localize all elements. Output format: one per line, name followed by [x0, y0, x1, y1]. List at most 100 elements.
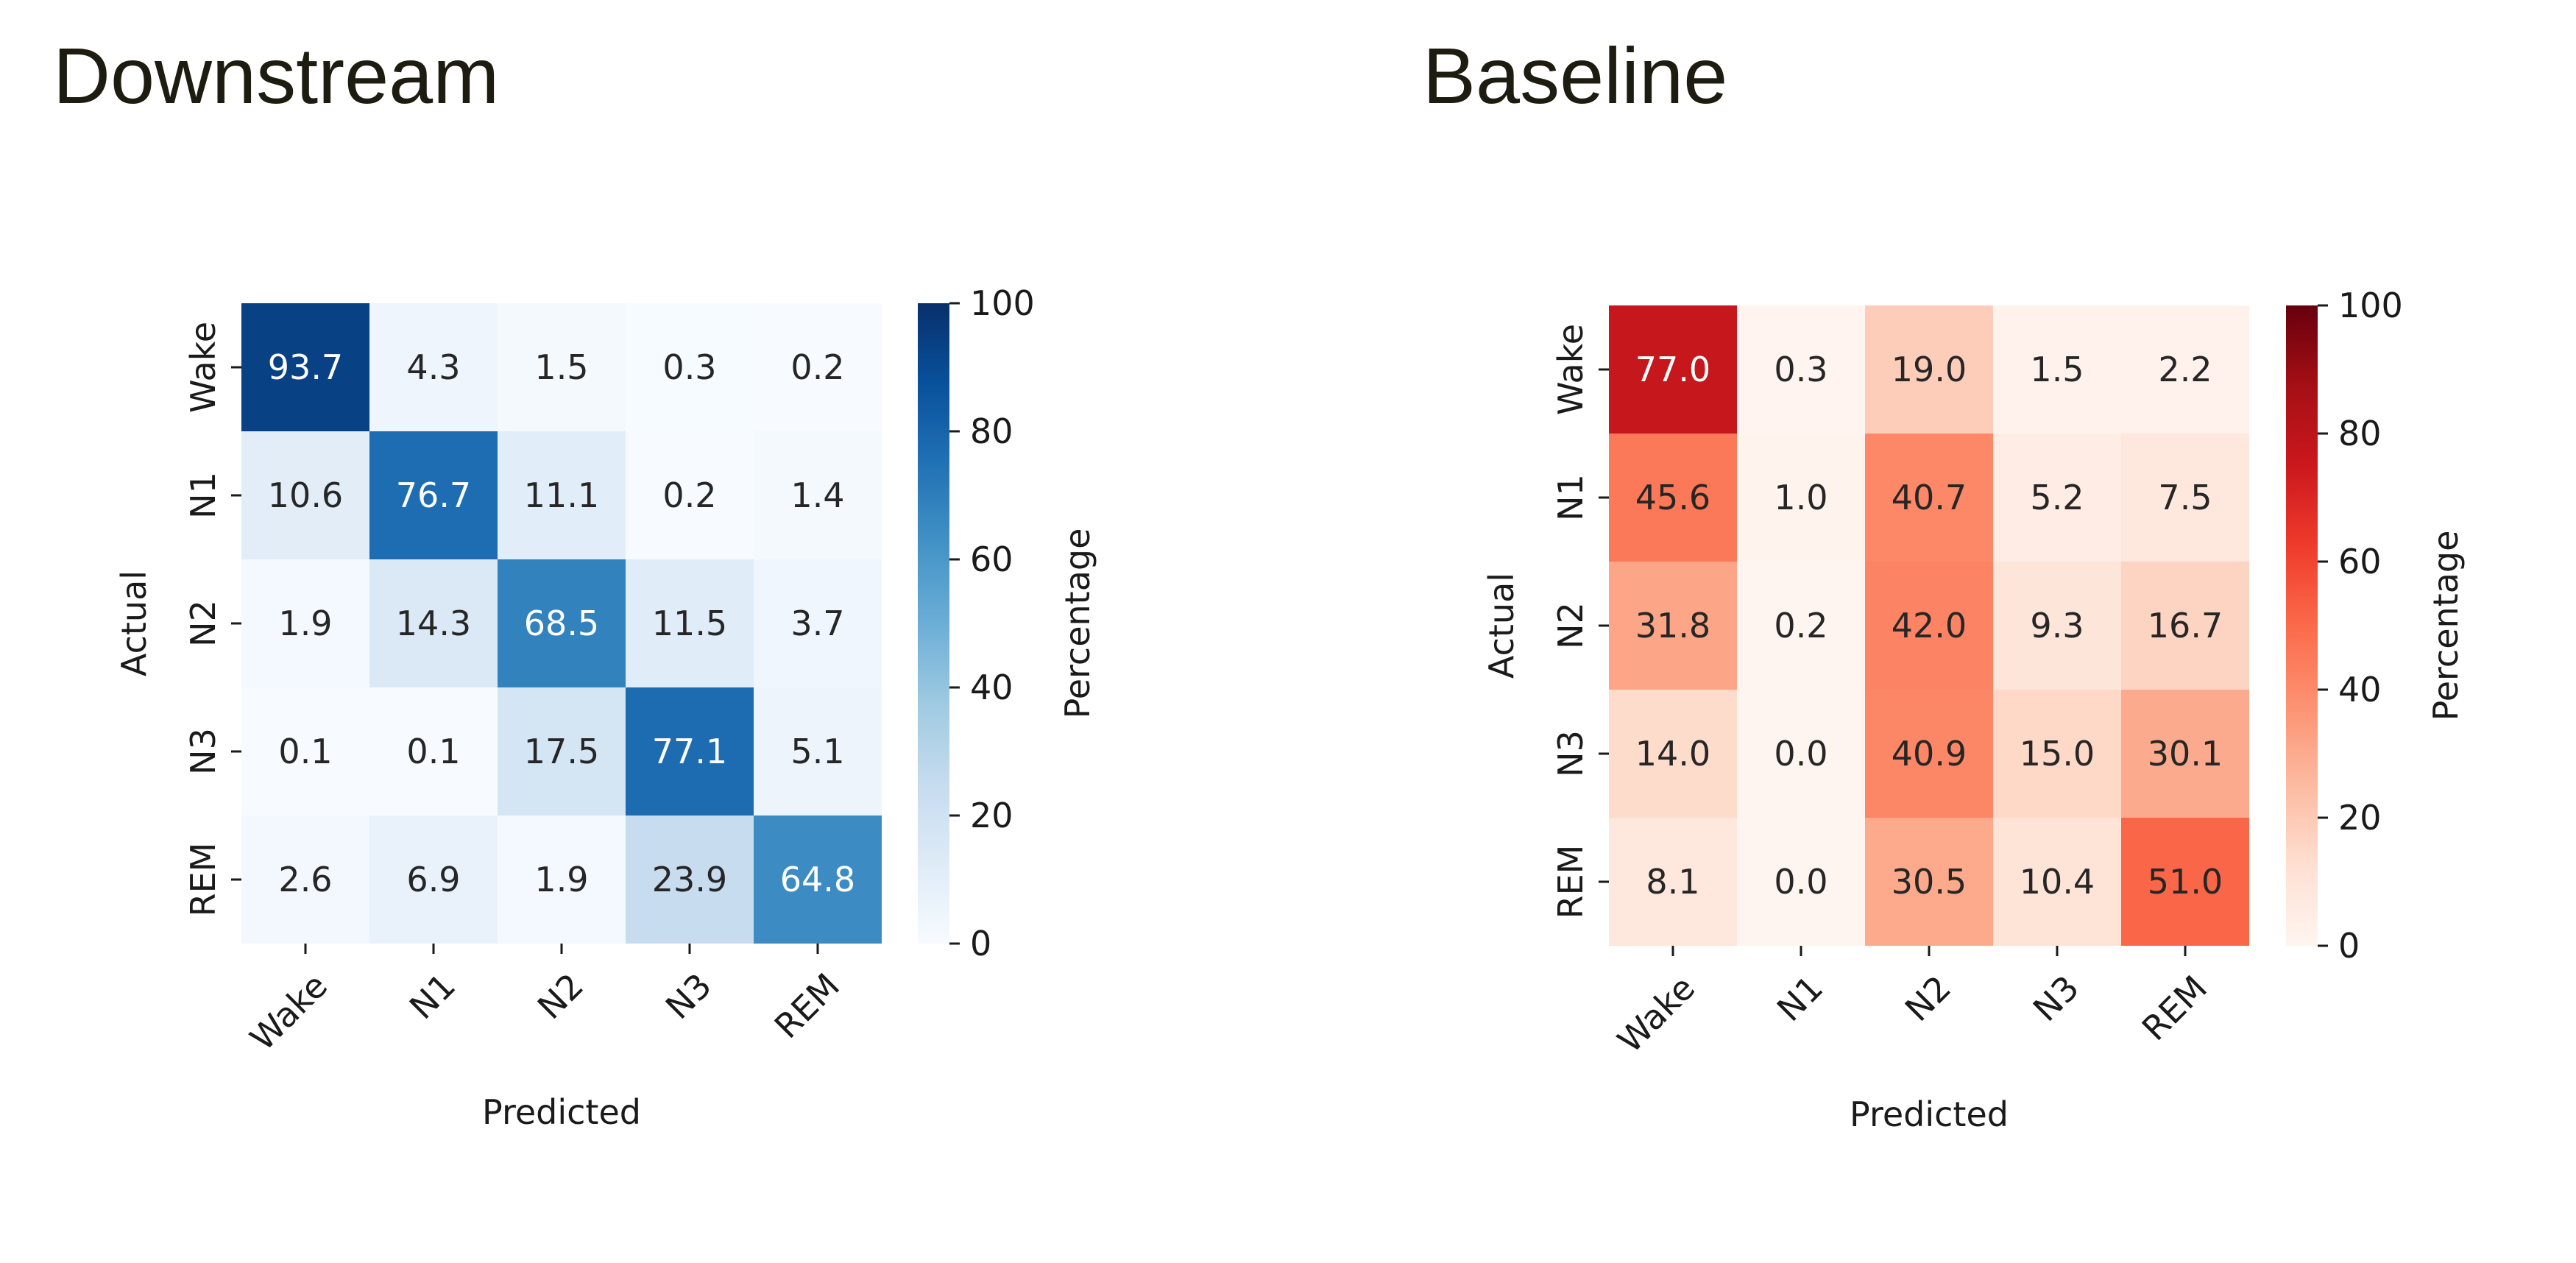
colorbar-tick-label: 60: [970, 539, 1013, 579]
heatmap-cell: [1865, 690, 1993, 818]
cell-value-label: 11.5: [652, 604, 727, 643]
heatmap-cell: [498, 431, 626, 559]
heatmap-cell: [1609, 562, 1737, 690]
cell-value-label: 1.9: [534, 860, 588, 899]
heatmap-cell: [369, 559, 498, 687]
heatmap-cell: [1993, 562, 2121, 690]
cell-value-label: 30.1: [2148, 734, 2223, 774]
cell-value-label: 31.8: [1635, 606, 1710, 645]
heatmap-cell: [1993, 305, 2121, 434]
x-tick-label: N1: [402, 966, 463, 1027]
heatmap-cell: [1609, 690, 1737, 818]
heatmap-cell: [1737, 434, 1865, 562]
heatmap-cell: [626, 816, 754, 944]
x-tick-label: REM: [767, 966, 847, 1046]
cell-value-label: 17.5: [524, 732, 599, 771]
heatmap-cell: [2121, 562, 2249, 690]
heatmap-cell: [1737, 562, 1865, 690]
y-tick-label: N2: [183, 600, 223, 647]
cell-value-label: 0.0: [1774, 734, 1827, 774]
heatmap-cell: [498, 559, 626, 687]
colorbar-tick-label: 40: [2338, 670, 2382, 710]
cell-value-label: 0.3: [662, 347, 716, 387]
cell-value-label: 0.1: [406, 732, 460, 771]
heatmap-cell: [1993, 818, 2121, 946]
y-axis-label: Actual: [1482, 573, 1521, 679]
x-axis-label: Predicted: [1850, 1094, 2009, 1134]
cell-value-label: 0.2: [662, 475, 716, 515]
heatmap-cell: [2121, 434, 2249, 562]
cell-value-label: 7.5: [2158, 478, 2212, 517]
cell-value-label: 2.6: [278, 860, 332, 899]
cell-value-label: 77.0: [1635, 350, 1710, 389]
y-tick-label: N1: [183, 472, 223, 519]
heatmap-cell: [1865, 818, 1993, 946]
x-tick-label: N2: [1897, 968, 1958, 1029]
cell-value-label: 15.0: [2020, 734, 2095, 774]
heatmap-cell: [1993, 434, 2121, 562]
cell-value-label: 10.6: [268, 475, 343, 515]
cell-value-label: 77.1: [652, 732, 727, 771]
heatmap-cell: [626, 303, 754, 431]
heatmap-cell: [241, 431, 369, 559]
cell-value-label: 1.9: [278, 604, 332, 643]
cell-value-label: 64.8: [780, 860, 855, 899]
heatmap-cell: [1993, 690, 2121, 818]
heatmap-cell: [754, 816, 882, 944]
heatmap-cell: [2121, 818, 2249, 946]
cell-value-label: 19.0: [1892, 350, 1967, 389]
colorbar-tick-label: 80: [970, 411, 1013, 451]
cell-value-label: 0.2: [1774, 606, 1827, 645]
cell-value-label: 40.7: [1892, 478, 1967, 517]
cell-value-label: 11.1: [524, 475, 599, 515]
cell-value-label: 5.1: [790, 732, 844, 771]
colorbar: [2286, 305, 2318, 946]
cell-value-label: 2.2: [2158, 350, 2212, 389]
y-axis-label: Actual: [114, 570, 154, 676]
heatmap-cell: [241, 559, 369, 687]
heatmap-cell: [626, 431, 754, 559]
heatmap-cell: [1865, 305, 1993, 434]
downstream-heatmap: 93.7 4.3 1.5 0.3 0.2 10.6 76.7 11.1 0.2 1.4 1.9 14.…: [114, 283, 1097, 1132]
colorbar-tick-label: 20: [2338, 798, 2382, 838]
y-tick-label: N1: [1551, 474, 1590, 521]
cell-value-label: 14.3: [396, 604, 471, 643]
x-tick-label: N3: [658, 966, 719, 1027]
x-axis-label: Predicted: [482, 1092, 641, 1132]
cell-value-label: 1.0: [1774, 478, 1827, 517]
cell-value-label: 0.2: [790, 347, 844, 387]
cell-value-label: 0.3: [1774, 350, 1827, 389]
colorbar-tick-label: 40: [970, 668, 1013, 707]
heatmap-cell: [1737, 690, 1865, 818]
heatmap-cell: [241, 303, 369, 431]
heatmap-cell: [754, 559, 882, 687]
cell-value-label: 45.6: [1635, 478, 1710, 517]
heatmap-cell: [241, 816, 369, 944]
cell-value-label: 40.9: [1892, 734, 1967, 774]
heatmap-cell: [369, 431, 498, 559]
cell-value-label: 23.9: [652, 860, 727, 899]
cell-value-label: 1.5: [534, 347, 588, 387]
y-tick-label: N3: [1551, 730, 1590, 777]
x-tick-label: Wake: [242, 966, 335, 1058]
heatmap-cell: [1609, 305, 1737, 434]
heatmap-cell: [2121, 690, 2249, 818]
cell-value-label: 1.4: [790, 475, 844, 515]
colorbar: [918, 303, 949, 944]
cell-value-label: 93.7: [268, 347, 343, 387]
heatmap-cell: [1865, 434, 1993, 562]
cell-value-label: 5.2: [2030, 478, 2084, 517]
cell-value-label: 4.3: [406, 347, 460, 387]
cell-value-label: 68.5: [524, 604, 599, 643]
baseline-title: Baseline: [1423, 31, 1728, 120]
cell-value-label: 10.4: [2020, 862, 2095, 902]
heatmap-cell: [1737, 305, 1865, 434]
x-tick-label: N3: [2025, 968, 2087, 1029]
colorbar-tick-label: 100: [970, 283, 1035, 323]
x-tick-label: Wake: [1610, 968, 1702, 1061]
heatmap-cell: [626, 687, 754, 816]
cell-value-label: 1.5: [2030, 350, 2084, 389]
heatmap-cell: [754, 303, 882, 431]
cell-value-label: 16.7: [2148, 606, 2223, 645]
